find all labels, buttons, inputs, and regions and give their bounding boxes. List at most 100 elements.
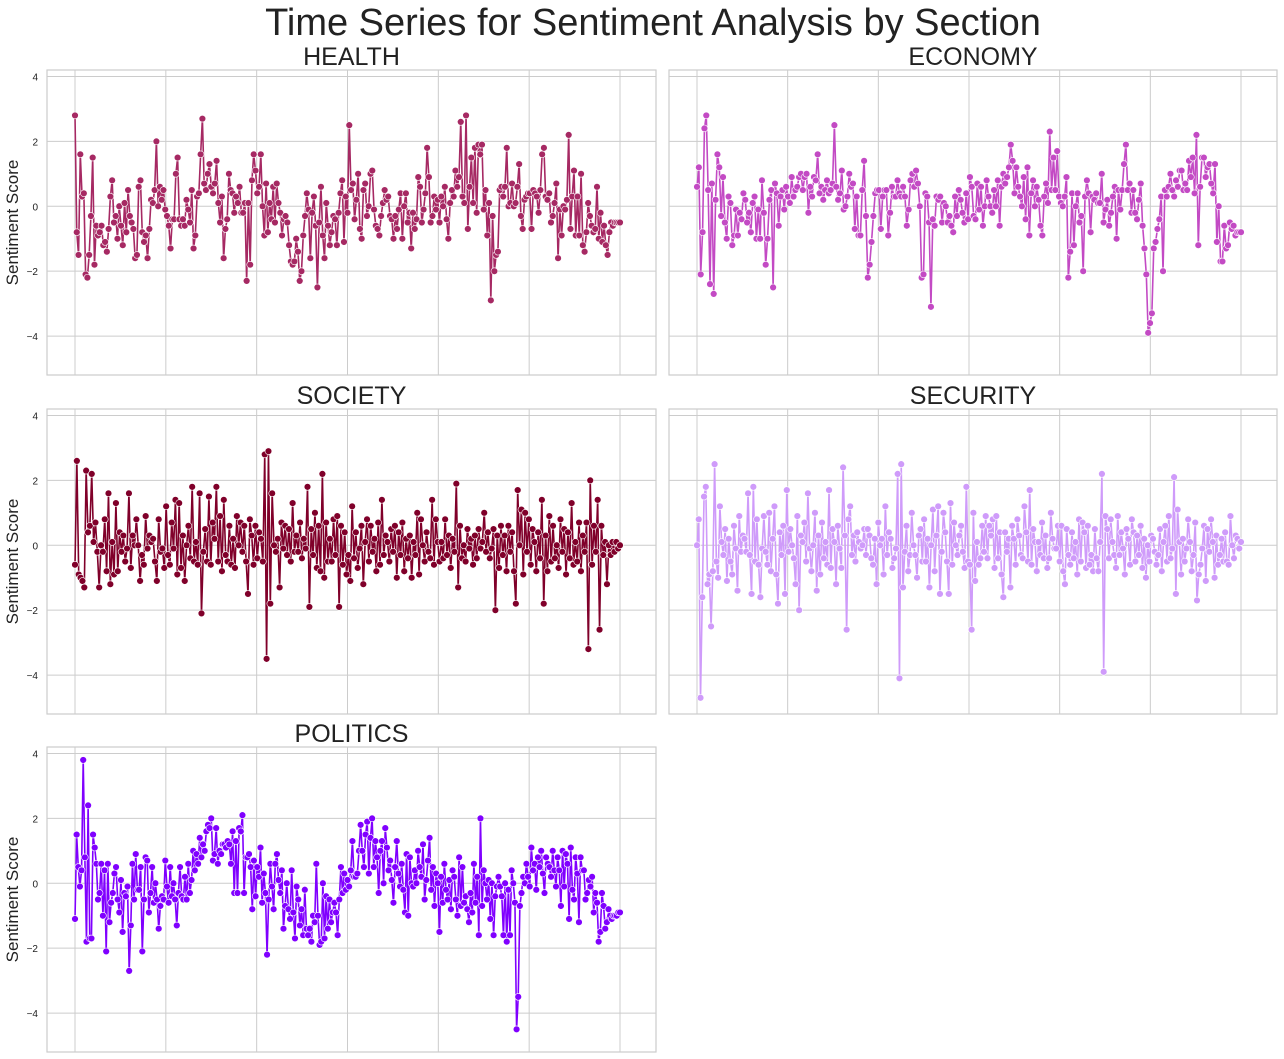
data-point: [790, 554, 798, 562]
data-point: [214, 199, 223, 207]
data-point: [442, 886, 450, 894]
data-point: [1112, 235, 1121, 243]
data-point: [1060, 192, 1069, 201]
data-point: [285, 241, 293, 249]
data-point: [283, 551, 291, 559]
data-point: [1133, 215, 1141, 223]
data-point: [1057, 522, 1066, 530]
data-point: [476, 814, 485, 823]
data-point: [560, 882, 568, 891]
data-point: [494, 248, 502, 256]
data-point: [1213, 238, 1221, 246]
data-point: [122, 228, 131, 236]
data-point: [127, 564, 135, 572]
data-point: [807, 567, 816, 575]
data-point: [426, 218, 435, 227]
data-point: [1046, 127, 1054, 136]
data-point: [210, 535, 219, 543]
data-point: [263, 950, 271, 959]
data-point: [547, 873, 555, 881]
data-point: [500, 531, 509, 540]
data-point: [307, 937, 316, 946]
data-point: [296, 921, 304, 930]
data-point: [441, 515, 449, 524]
y-tick-label: 0: [32, 202, 38, 213]
data-point: [188, 483, 196, 491]
data-point: [1091, 525, 1099, 533]
data-point: [337, 522, 345, 530]
data-point: [186, 218, 194, 227]
data-point: [703, 580, 712, 588]
data-point: [182, 196, 191, 204]
data-point: [72, 830, 81, 839]
data-point: [292, 882, 301, 891]
data-point: [534, 853, 542, 862]
data-point: [616, 541, 624, 549]
data-point: [1216, 551, 1224, 559]
data-point: [246, 863, 255, 871]
data-point: [101, 238, 109, 246]
data-point: [389, 548, 397, 556]
data-point: [616, 218, 624, 227]
data-point: [528, 525, 537, 533]
data-point: [248, 905, 256, 913]
data-point: [783, 486, 791, 494]
data-point: [542, 853, 550, 862]
data-point: [557, 231, 566, 240]
data-point: [419, 840, 427, 849]
data-point: [71, 111, 79, 120]
data-point: [315, 218, 323, 227]
data-point: [1099, 668, 1108, 676]
data-point: [1073, 570, 1081, 579]
data-point: [517, 212, 525, 220]
data-point: [737, 215, 746, 223]
data-point: [858, 541, 867, 549]
data-point: [603, 251, 612, 259]
data-point: [1183, 186, 1191, 194]
data-point: [378, 837, 386, 845]
data-point: [304, 931, 312, 939]
data-point: [554, 254, 562, 262]
data-point: [417, 515, 425, 524]
y-tick-label: −2: [27, 267, 39, 278]
data-point: [331, 551, 340, 559]
data-point: [985, 522, 993, 530]
data-point: [425, 834, 434, 842]
data-point: [952, 541, 960, 549]
data-point: [1193, 596, 1201, 605]
data-point: [370, 205, 378, 214]
data-point: [335, 603, 343, 611]
data-point: [208, 518, 217, 527]
data-point: [199, 548, 208, 556]
data-point: [734, 231, 742, 240]
data-point: [586, 212, 594, 220]
data-point: [234, 199, 242, 207]
data-point: [73, 228, 81, 236]
data-point: [769, 283, 777, 292]
data-point: [582, 518, 591, 527]
y-tick-label: 2: [32, 137, 38, 148]
data-point: [260, 869, 268, 878]
data-point: [719, 173, 727, 181]
data-point: [721, 218, 729, 227]
data-point: [97, 222, 106, 230]
data-point: [858, 186, 866, 194]
data-point: [536, 186, 545, 194]
data-point: [806, 183, 814, 191]
data-point: [1170, 192, 1178, 201]
data-point: [491, 606, 500, 614]
data-point: [702, 111, 710, 120]
data-point: [750, 192, 759, 201]
data-point: [99, 912, 107, 920]
data-point: [893, 176, 902, 185]
data-point: [361, 538, 369, 546]
data-point: [219, 254, 228, 262]
data-point: [1203, 525, 1212, 533]
data-point: [140, 895, 148, 904]
data-point: [702, 483, 710, 491]
data-point: [452, 479, 461, 488]
data-point: [274, 199, 283, 207]
data-point: [802, 170, 811, 178]
data-point: [530, 538, 539, 546]
data-point: [297, 267, 306, 275]
